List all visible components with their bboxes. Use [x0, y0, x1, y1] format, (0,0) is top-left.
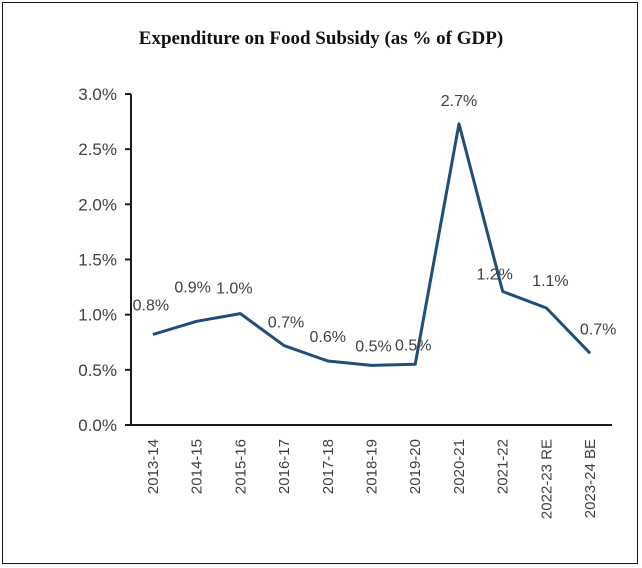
- y-tick-label: 1.5%: [78, 251, 117, 270]
- y-tick-label: 2.5%: [78, 140, 117, 159]
- y-tick-label: 2.0%: [78, 195, 117, 214]
- data-label: 0.7%: [580, 321, 616, 338]
- data-label: 0.5%: [395, 337, 431, 354]
- data-label: 0.7%: [268, 315, 304, 332]
- x-tick-label: 2023-24 BE: [582, 439, 599, 518]
- y-tick-label: 1.0%: [78, 306, 117, 325]
- data-label: 1.1%: [532, 273, 568, 290]
- x-tick-label: 2018-19: [364, 439, 381, 494]
- y-tick-label: 0.0%: [78, 416, 117, 435]
- y-tick-label: 3.0%: [78, 85, 117, 104]
- series-line: [152, 122, 592, 367]
- x-axis-labels: 2013-14 2014-15 2015-16 2016-17 2017-18 2018-…: [145, 439, 599, 519]
- data-label: 0.9%: [174, 279, 210, 296]
- x-tick-label: 2020-21: [451, 439, 468, 494]
- series-group: [152, 122, 592, 367]
- data-labels: 0.8% 0.9% 1.0% 0.7% 0.6% 0.5% 0.5% 2.7% 1.2% 1.1%…: [133, 93, 617, 356]
- x-tick-label: 2014-15: [189, 439, 206, 494]
- x-tick-label: 2019-20: [407, 439, 424, 494]
- x-tick-label: 2021-22: [495, 439, 512, 494]
- data-label: 1.0%: [216, 281, 252, 298]
- data-label: 2.7%: [441, 93, 477, 110]
- x-tick-label: 2017-18: [320, 439, 337, 494]
- x-tick-label: 2016-17: [276, 439, 293, 494]
- x-tick-label: 2013-14: [145, 439, 162, 494]
- data-label: 0.8%: [133, 298, 169, 315]
- chart-title: Expenditure on Food Subsidy (as % of GDP…: [138, 28, 504, 49]
- data-label: 1.2%: [476, 266, 512, 283]
- data-label: 0.5%: [355, 338, 391, 355]
- data-label: 0.6%: [310, 329, 346, 346]
- axes: [130, 94, 612, 426]
- x-tick-label: 2022-23 RE: [538, 439, 555, 519]
- y-tick-label: 0.5%: [78, 361, 117, 380]
- y-axis-ticks: 0.0% 0.5% 1.0% 1.5% 2.0% 2.5% 3.0%: [78, 85, 131, 435]
- x-tick-label: 2015-16: [232, 439, 249, 494]
